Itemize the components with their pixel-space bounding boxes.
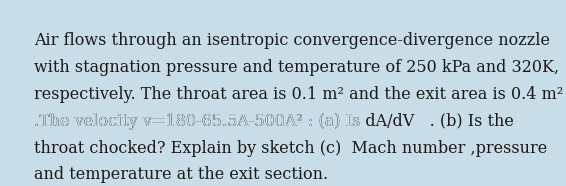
Text: throat chocked? Explain by sketch (c)  Mach number ,pressure: throat chocked? Explain by sketch (c) Ma…	[35, 140, 548, 157]
Text: .The velocity v=180-65.5A-500A² : (a) Is dA/dV   . (b) Is the: .The velocity v=180-65.5A-500A² : (a) Is…	[35, 113, 514, 130]
Text: with stagnation pressure and temperature of 250 kPa and 320K,: with stagnation pressure and temperature…	[35, 59, 560, 76]
Text: .The velocity v=180-65.5A-500A² : (a) Is: .The velocity v=180-65.5A-500A² : (a) Is	[35, 113, 366, 130]
Text: respectively. The throat area is 0.1 m² and the exit area is 0.4 m²: respectively. The throat area is 0.1 m² …	[35, 86, 564, 103]
Text: Air flows through an isentropic convergence-divergence nozzle: Air flows through an isentropic converge…	[35, 33, 550, 49]
Text: .The velocity v=180-65.5A-500A² : (a) Is: .The velocity v=180-65.5A-500A² : (a) Is	[35, 113, 366, 130]
Text: and temperature at the exit section.: and temperature at the exit section.	[35, 166, 328, 183]
